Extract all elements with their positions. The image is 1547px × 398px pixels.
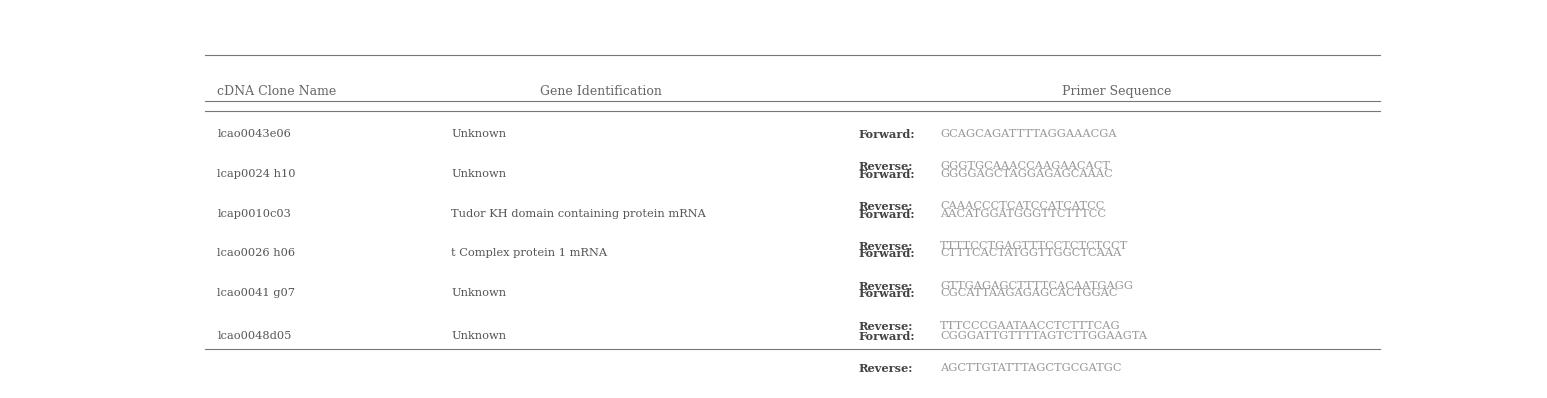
Text: Reverse:: Reverse:: [859, 161, 913, 172]
Text: AACATGGATGGGTTCTTTCC: AACATGGATGGGTTCTTTCC: [941, 209, 1106, 219]
Text: Unknown: Unknown: [452, 169, 506, 179]
Text: CGGGATTGTTTTAGTCTTGGAAGTA: CGGGATTGTTTTAGTCTTGGAAGTA: [941, 331, 1148, 341]
Text: GTTGAGAGCTTTTCACAATGAGG: GTTGAGAGCTTTTCACAATGAGG: [941, 281, 1134, 291]
Text: Forward:: Forward:: [859, 209, 916, 220]
Text: Reverse:: Reverse:: [859, 281, 913, 292]
Text: lcao0048d05: lcao0048d05: [217, 331, 292, 341]
Text: Reverse:: Reverse:: [859, 320, 913, 332]
Text: Forward:: Forward:: [859, 288, 916, 299]
Text: Reverse:: Reverse:: [859, 241, 913, 252]
Text: Primer Sequence: Primer Sequence: [1061, 84, 1171, 98]
Text: TTTCCCGAATAACCTCTTTCAG: TTTCCCGAATAACCTCTTTCAG: [941, 320, 1122, 330]
Text: lcap0024 h10: lcap0024 h10: [217, 169, 295, 179]
Text: lcao0026 h06: lcao0026 h06: [217, 248, 295, 258]
Text: lcao0043e06: lcao0043e06: [217, 129, 291, 139]
Text: GGGTGCAAACCAAGAACACT: GGGTGCAAACCAAGAACACT: [941, 161, 1111, 171]
Text: Forward:: Forward:: [859, 129, 916, 140]
Text: Unknown: Unknown: [452, 129, 506, 139]
Text: Unknown: Unknown: [452, 331, 506, 341]
Text: CTTTCACTATGGTTGGCTCAAA: CTTTCACTATGGTTGGCTCAAA: [941, 248, 1122, 258]
Text: Gene Identification: Gene Identification: [540, 84, 662, 98]
Text: CAAACCCTCATCCATCATCC: CAAACCCTCATCCATCATCC: [941, 201, 1105, 211]
Text: Reverse:: Reverse:: [859, 363, 913, 375]
Text: cDNA Clone Name: cDNA Clone Name: [217, 84, 337, 98]
Text: lcap0010c03: lcap0010c03: [217, 209, 291, 219]
Text: Forward:: Forward:: [859, 248, 916, 259]
Text: Forward:: Forward:: [859, 169, 916, 180]
Text: AGCTTGTATTTAGCTGCGATGC: AGCTTGTATTTAGCTGCGATGC: [941, 363, 1122, 373]
Text: Reverse:: Reverse:: [859, 201, 913, 212]
Text: lcao0041 g07: lcao0041 g07: [217, 288, 295, 298]
Text: Tudor KH domain containing protein mRNA: Tudor KH domain containing protein mRNA: [452, 209, 705, 219]
Text: CGCATTAAGAGAGCACTGGAC: CGCATTAAGAGAGCACTGGAC: [941, 288, 1118, 298]
Text: TTTTCCTGAGTTTCCTCTCTCCT: TTTTCCTGAGTTTCCTCTCTCCT: [941, 241, 1129, 251]
Text: Unknown: Unknown: [452, 288, 506, 298]
Text: t Complex protein 1 mRNA: t Complex protein 1 mRNA: [452, 248, 608, 258]
Text: GCAGCAGATTTTAGGAAACGA: GCAGCAGATTTTAGGAAACGA: [941, 129, 1117, 139]
Text: Forward:: Forward:: [859, 331, 916, 342]
Text: GGGGAGCTAGGAGAGCAAAC: GGGGAGCTAGGAGAGCAAAC: [941, 169, 1112, 179]
